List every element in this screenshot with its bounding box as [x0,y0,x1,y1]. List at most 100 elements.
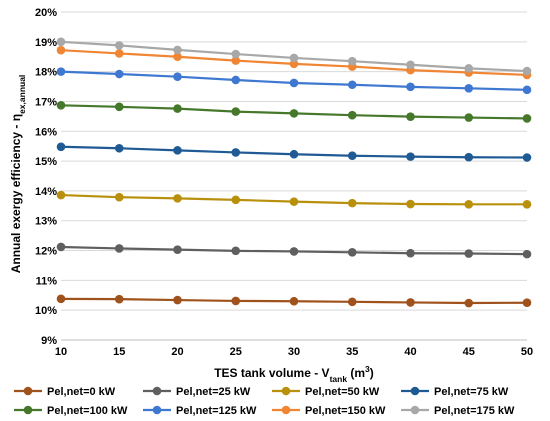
data-point [114,41,124,50]
series-group [56,67,532,95]
x-axis-title-main: TES tank volume - V [214,366,329,380]
data-point [347,56,357,66]
data-point [114,49,124,58]
x-tick-label: 45 [463,346,475,358]
data-point [114,102,124,112]
data-point [406,82,415,92]
y-tick-label: 14% [35,186,57,198]
data-point [464,298,474,308]
x-axis-title-unit-close: ) [370,366,374,380]
x-axis-title-subscript: tank [330,374,348,384]
x-tick-labels: 10 15 20 25 30 35 40 45 50 [55,346,533,358]
data-point [406,60,415,70]
y-tick-label: 16% [35,126,57,138]
data-point [289,53,299,63]
legend-label: Pel,net=0 kW [47,386,116,398]
y-tick-label: 17% [35,96,57,108]
data-point [56,45,66,55]
data-point [522,114,532,123]
legend-marker-swatch [281,386,291,396]
data-point [231,49,241,59]
data-point [56,142,66,152]
data-point [56,242,66,252]
legend-label: Pel,net=175 kW [434,405,515,417]
legend-marker-swatch [23,405,33,415]
series-group [56,37,532,76]
x-tick-label: 50 [521,346,533,358]
data-point [114,143,124,153]
data-point [231,75,241,85]
legend-label: Pel,net=50 kW [305,386,380,398]
legend-marker-swatch [281,405,291,415]
data-point [289,247,299,256]
y-tick-label: 18% [35,67,57,79]
data-point [464,113,474,122]
data-point [406,298,415,307]
y-tick-label: 9% [41,335,57,347]
data-point [522,249,532,259]
legend-marker-swatch [410,405,420,415]
data-point [173,194,182,203]
y-tick-label: 12% [35,246,57,258]
legend-label: Pel,net=75 kW [434,386,509,398]
y-tick-label: 15% [35,156,57,168]
x-axis-title: TES tank volume - Vtank (m3) [214,364,374,384]
x-tick-label: 40 [404,346,416,358]
data-point [114,192,124,202]
legend-label: Pel,net=150 kW [305,405,386,417]
data-point [56,190,66,200]
data-point [464,84,474,93]
data-point [231,296,241,306]
data-point [289,109,299,118]
y-tick-label: 11% [36,275,58,287]
data-point [522,200,532,209]
data-point [173,72,182,82]
data-point [406,152,415,161]
data-point [231,56,241,65]
y-axis-title-subscript: ex,annual [17,75,27,114]
x-tick-label: 30 [288,346,300,358]
data-point [289,78,299,88]
data-point [406,199,415,209]
data-point [114,69,124,79]
data-point [522,298,532,308]
x-tick-label: 35 [346,346,358,358]
data-point [406,112,415,121]
data-point [347,297,357,307]
y-tick-label: 13% [35,216,57,228]
data-point [522,85,532,95]
data-point [114,244,124,253]
x-axis-title-superscript: 3 [365,364,370,374]
x-tick-label: 15 [113,346,125,358]
data-point [464,64,474,73]
data-point [289,59,299,69]
legend-item: Pel,net=100 kW [14,405,128,417]
series-group [56,101,532,123]
legend-marker-swatch [410,386,420,396]
legend-item: Pel,net=150 kW [272,405,386,417]
legend: Pel,net=0 kW Pel,net=25 kW Pel,net=50 kW Pe… [14,386,515,417]
x-tick-label: 25 [230,346,242,358]
data-point [289,296,299,306]
legend-item: Pel,net=175 kW [401,405,515,417]
legend-label: Pel,net=100 kW [47,405,128,417]
data-point [464,152,474,162]
data-point [173,146,182,155]
series-group [56,294,532,308]
y-tick-label: 10% [35,305,57,317]
data-point [347,110,357,120]
data-point [114,294,124,304]
data-point [231,148,241,157]
data-point [464,249,474,258]
legend-item: Pel,net=75 kW [401,386,509,398]
legend-item: Pel,net=125 kW [143,405,257,417]
y-axis-title-main: Annual exergy efficiency - η [9,114,23,273]
data-point [406,248,415,258]
data-point [173,245,182,254]
data-point [173,52,182,62]
legend-marker-swatch [23,386,33,396]
data-point [464,200,474,209]
series-group [56,242,532,259]
data-point [173,45,182,55]
data-point [289,149,299,159]
